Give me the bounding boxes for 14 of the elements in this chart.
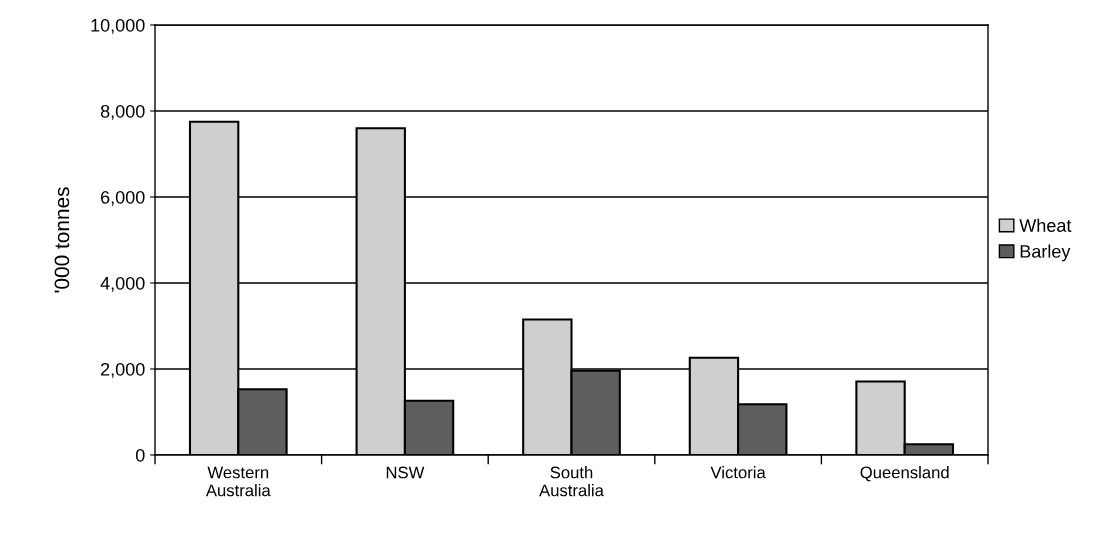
legend-label: Wheat bbox=[1019, 218, 1072, 232]
x-tick-label: Western Australia bbox=[205, 466, 271, 497]
y-tick-label: 6,000 bbox=[101, 190, 145, 206]
y-axis-title: '000 tonnes bbox=[54, 187, 70, 293]
x-tick-label: South Australia bbox=[539, 466, 604, 497]
legend-label: Barley bbox=[1020, 244, 1071, 262]
x-tick-label: Victoria bbox=[710, 466, 766, 479]
y-tick-label: 0 bbox=[135, 448, 145, 462]
y-tick-label: 2,000 bbox=[101, 362, 145, 378]
x-tick-label: Queensland bbox=[860, 466, 949, 482]
y-tick-label: 8,000 bbox=[100, 104, 145, 120]
y-tick-label: 10,000 bbox=[91, 18, 145, 34]
x-tick-label: NSW bbox=[386, 466, 425, 479]
y-tick-label: 4,000 bbox=[100, 276, 145, 292]
